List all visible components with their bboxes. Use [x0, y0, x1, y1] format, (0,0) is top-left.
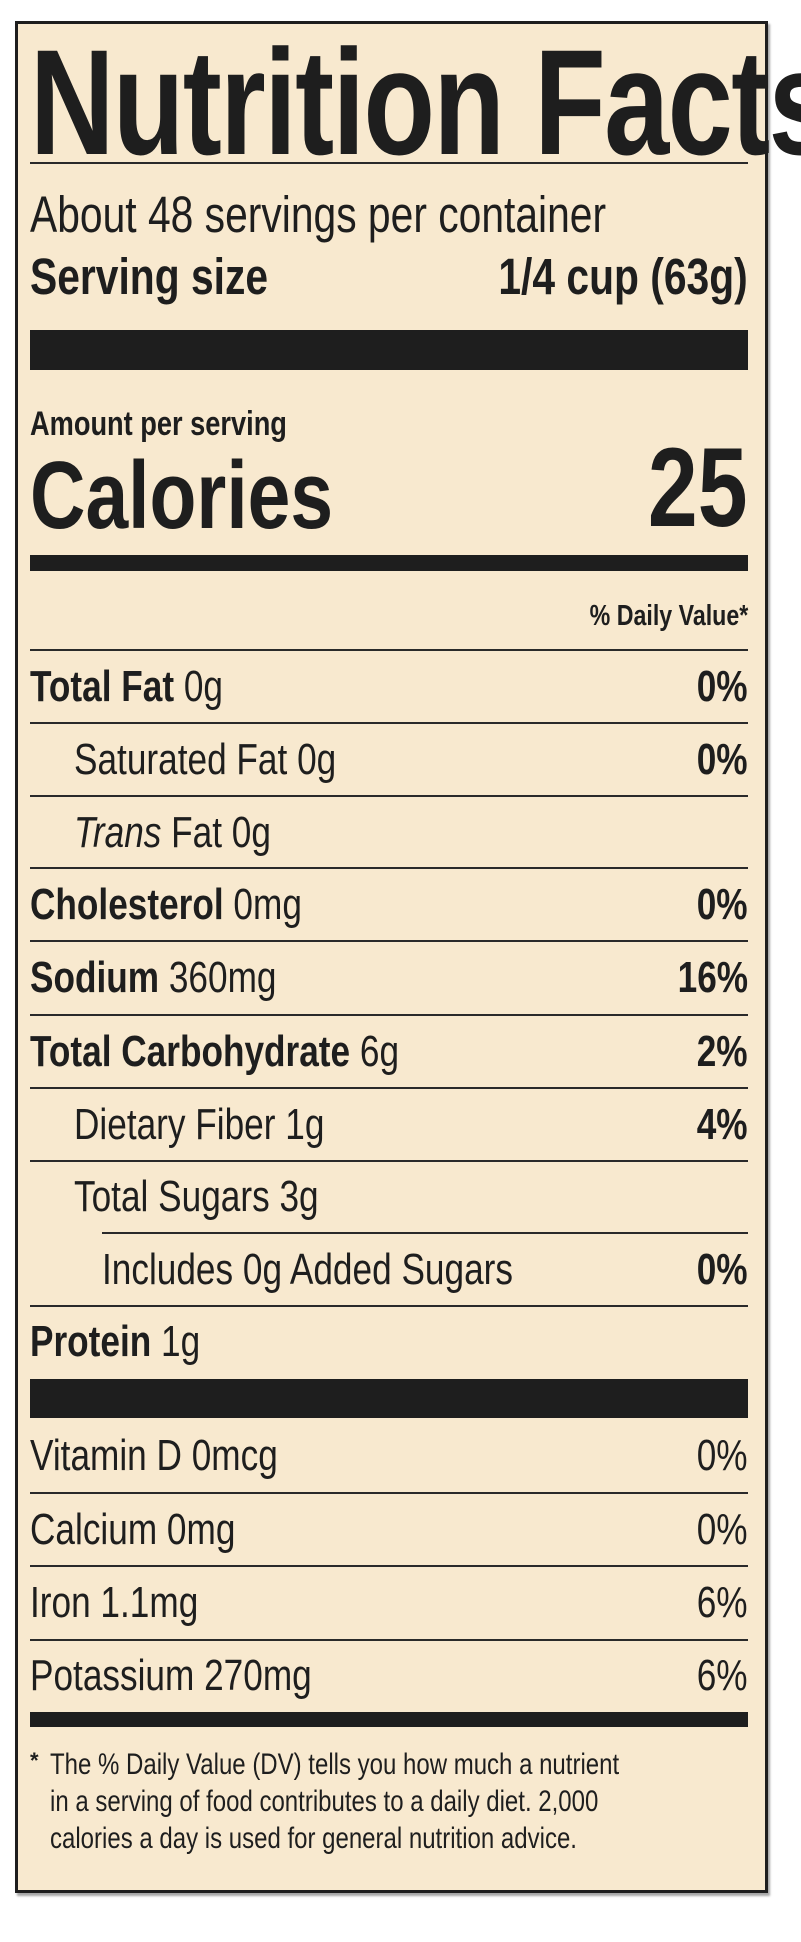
nutrient-name: Cholesterol	[30, 879, 224, 929]
calories-label: Calories	[30, 442, 334, 549]
calories-row: Calories 25	[30, 425, 748, 550]
vitamin-dv: 0%	[697, 1504, 748, 1554]
nutrient-dv: 4%	[697, 1099, 748, 1149]
thick-divider	[30, 1379, 748, 1418]
divider	[30, 867, 748, 869]
daily-value-header: % Daily Value*	[589, 599, 748, 632]
amount-per-serving-row: Amount per serving	[30, 404, 748, 444]
divider	[30, 1492, 748, 1494]
divider	[30, 649, 748, 651]
divider	[30, 1565, 748, 1567]
nutrient-amount: 1g	[161, 1317, 201, 1366]
footnote-asterisk: *	[30, 1748, 39, 1773]
nutrient-name-suffix: Fat	[161, 807, 223, 857]
calories-value: 25	[648, 425, 748, 550]
daily-value-header-row: % Daily Value*	[30, 596, 748, 636]
nutrient-dv: 16%	[677, 953, 748, 1002]
vitamin-text: Potassium 270mg	[30, 1651, 312, 1700]
vitamin-text: Vitamin D 0mcg	[30, 1431, 278, 1480]
nutrient-row-total-fat: Total Fat 0g 0%	[30, 651, 748, 722]
divider	[30, 162, 748, 164]
nutrition-facts-label: Nutrition Facts About 48 servings per co…	[15, 18, 801, 1893]
servings-row: About 48 servings per container	[30, 184, 748, 244]
divider	[30, 1305, 748, 1307]
nutrient-name: Total Carbohydrate	[30, 1026, 351, 1076]
serving-size-label: Serving size	[30, 247, 269, 305]
medium-divider	[30, 555, 748, 571]
amount-per-serving: Amount per serving	[30, 404, 287, 443]
medium-divider	[30, 1712, 748, 1727]
nutrient-amount: 0g	[231, 807, 271, 857]
vitamin-row: Iron 1.1mg 6%	[30, 1567, 748, 1639]
nutrient-name: Includes 0g Added Sugars	[102, 1244, 513, 1294]
vitamin-dv: 0%	[697, 1431, 748, 1480]
footnote-line: in a serving of food contributes to a da…	[50, 1785, 599, 1818]
vitamin-text: Iron 1.1mg	[30, 1578, 199, 1627]
nutrient-dv: 0%	[697, 1244, 748, 1294]
nutrient-row-added-sugars: Includes 0g Added Sugars 0%	[30, 1234, 748, 1305]
nutrient-amount: 0g	[183, 661, 223, 711]
nutrient-amount: 0mg	[233, 879, 302, 929]
nutrient-amount: 3g	[279, 1172, 319, 1221]
serving-size-row: Serving size 1/4 cup (63g)	[30, 246, 748, 306]
nutrient-row-sodium: Sodium 360mg 16%	[30, 942, 748, 1014]
nutrient-dv: 0%	[697, 661, 748, 711]
nutrient-row-trans-fat: Trans Fat 0g	[30, 797, 748, 868]
indented-divider	[102, 1232, 748, 1234]
nutrient-row-protein: Protein 1g	[30, 1307, 748, 1377]
divider	[30, 1639, 748, 1641]
thick-divider	[30, 330, 748, 370]
nutrient-name: Total Sugars	[74, 1172, 270, 1221]
footnote: * The % Daily Value (DV) tells you how m…	[30, 1746, 748, 1857]
divider	[30, 722, 748, 724]
footnote-line: The % Daily Value (DV) tells you how muc…	[50, 1748, 620, 1781]
label-title: Nutrition Facts	[30, 17, 801, 186]
nutrient-row-dietary-fiber: Dietary Fiber 1g 4%	[30, 1089, 748, 1160]
divider	[30, 940, 748, 942]
divider	[30, 1160, 748, 1162]
nutrient-name: Dietary Fiber	[74, 1099, 276, 1149]
nutrient-amount: 360mg	[168, 953, 277, 1002]
divider	[30, 1014, 748, 1016]
nutrient-name: Sodium	[30, 953, 160, 1002]
nutrient-dv: 0%	[697, 734, 748, 784]
divider	[30, 795, 748, 797]
nutrient-dv: 2%	[697, 1026, 748, 1076]
nutrient-name: Saturated Fat	[74, 734, 288, 784]
footnote-line: calories a day is used for general nutri…	[50, 1822, 577, 1855]
title-row: Nutrition Facts	[30, 18, 801, 186]
nutrient-name: Trans	[74, 807, 162, 857]
nutrient-amount: 0g	[297, 734, 337, 784]
vitamin-row: Calcium 0mg 0%	[30, 1494, 748, 1565]
nutrient-row-total-carbohydrate: Total Carbohydrate 6g 2%	[30, 1016, 748, 1087]
nutrient-dv: 0%	[697, 879, 748, 929]
nutrient-row-cholesterol: Cholesterol 0mg 0%	[30, 869, 748, 940]
nutrient-amount: 1g	[285, 1099, 325, 1149]
nutrient-row-total-sugars: Total Sugars 3g	[30, 1162, 748, 1232]
vitamin-dv: 6%	[697, 1651, 748, 1700]
vitamin-row: Vitamin D 0mcg 0%	[30, 1420, 748, 1492]
nutrient-amount: 6g	[359, 1026, 400, 1076]
vitamin-dv: 6%	[697, 1578, 748, 1627]
nutrient-name: Total Fat	[30, 661, 175, 711]
vitamin-text: Calcium 0mg	[30, 1504, 236, 1554]
serving-size-value: 1/4 cup (63g)	[498, 247, 748, 305]
vitamin-row: Potassium 270mg 6%	[30, 1641, 748, 1711]
servings-per-container: About 48 servings per container	[30, 185, 607, 243]
divider	[30, 1087, 748, 1089]
nutrient-name: Protein	[30, 1317, 152, 1366]
nutrient-row-saturated-fat: Saturated Fat 0g 0%	[30, 724, 748, 795]
